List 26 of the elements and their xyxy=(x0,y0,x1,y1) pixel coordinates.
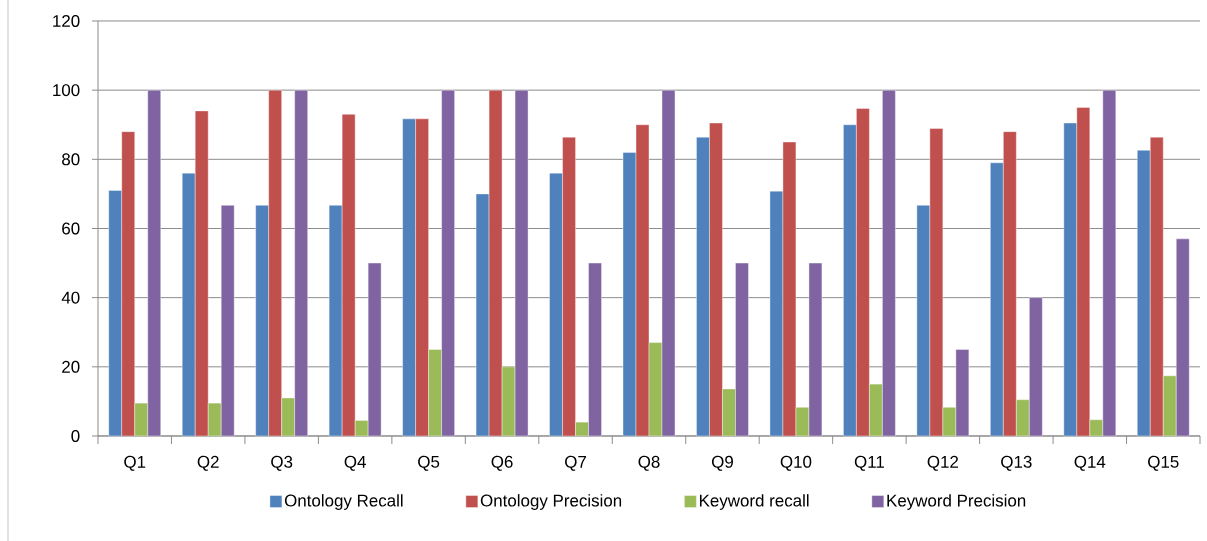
y-tick-label: 20 xyxy=(62,360,80,373)
y-tick-label: 60 xyxy=(62,222,80,235)
x-tick-label: Q3 xyxy=(271,455,293,471)
x-tick-label: Q6 xyxy=(491,455,513,471)
legend-label: Ontology Recall xyxy=(284,494,403,510)
x-tick-label: Q5 xyxy=(418,455,440,471)
x-tick-label: Q11 xyxy=(854,455,884,471)
x-tick-label: Q1 xyxy=(124,455,146,471)
legend-label: Keyword Precision xyxy=(887,494,1026,510)
x-tick-label: Q2 xyxy=(197,455,219,471)
x-tick-label: Q13 xyxy=(1001,455,1032,471)
legend-label: Ontology Precision xyxy=(480,494,622,510)
y-tick-label: 40 xyxy=(61,291,80,304)
x-tick-label: Q4 xyxy=(344,455,366,471)
x-tick-label: Q15 xyxy=(1148,455,1179,471)
x-tick-label: Q8 xyxy=(638,455,660,471)
y-tick-label: 120 xyxy=(53,14,80,27)
x-tick-label: Q10 xyxy=(780,455,812,471)
x-tick-label: Q7 xyxy=(565,455,586,471)
x-tick-label: Q14 xyxy=(1074,455,1106,471)
x-tick-label: Q12 xyxy=(927,455,959,471)
y-tick-label: 0 xyxy=(71,429,80,442)
x-tick-label: Q9 xyxy=(711,455,733,471)
legend-label: Keyword recall xyxy=(699,494,809,510)
y-tick-label: 100 xyxy=(53,84,80,97)
y-tick-label: 80 xyxy=(62,153,80,166)
